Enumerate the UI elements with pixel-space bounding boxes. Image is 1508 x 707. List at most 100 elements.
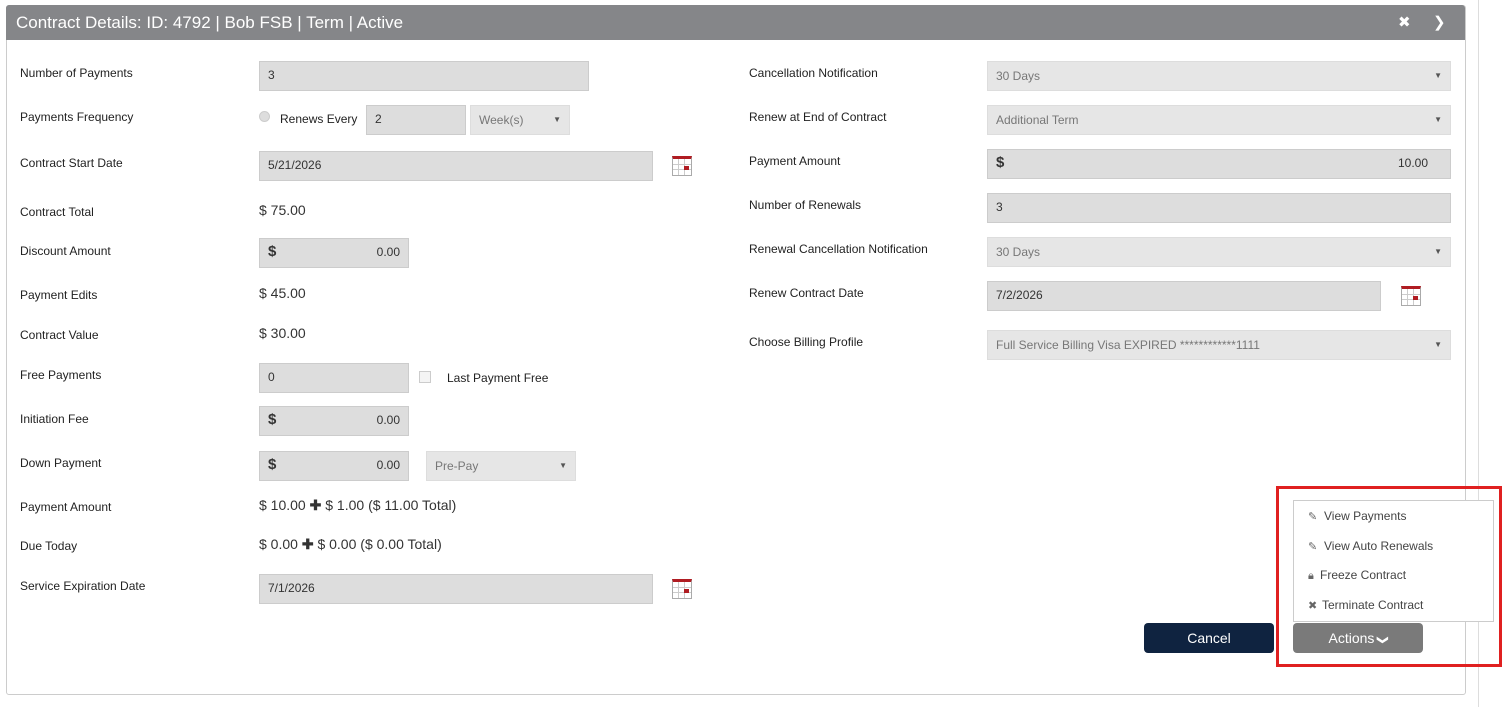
renew-at-end-label: Renew at End of Contract bbox=[749, 110, 887, 124]
caret-down-icon: ▼ bbox=[553, 115, 561, 124]
down-payment-type-select[interactable]: Pre-Pay ▼ bbox=[426, 451, 576, 481]
chevron-down-icon[interactable]: ❯ bbox=[1433, 14, 1446, 31]
payment-amount-total: ($ 11.00 Total) bbox=[368, 497, 457, 513]
plus-icon: ✚ bbox=[309, 497, 322, 513]
frequency-unit-value: Week(s) bbox=[479, 113, 524, 127]
cancellation-notification-select[interactable]: 30 Days ▼ bbox=[987, 61, 1451, 91]
renew-contract-date-label: Renew Contract Date bbox=[749, 286, 864, 300]
caret-down-icon: ▼ bbox=[1434, 340, 1442, 349]
renews-every-label: Renews Every bbox=[280, 112, 358, 126]
calendar-icon[interactable] bbox=[672, 156, 692, 176]
dollar-icon: $ bbox=[996, 154, 1005, 171]
dollar-icon: $ bbox=[268, 411, 277, 428]
payment-amount-summary: $ 10.00 ✚ $ 1.00 ($ 11.00 Total) bbox=[259, 497, 456, 514]
down-payment-type-value: Pre-Pay bbox=[435, 459, 479, 473]
service-expiration-label: Service Expiration Date bbox=[20, 579, 146, 593]
close-icon[interactable]: ✖ bbox=[1398, 14, 1411, 31]
down-payment-input[interactable]: $0.00 bbox=[259, 451, 409, 481]
discount-amount-value: 0.00 bbox=[376, 245, 400, 259]
lock-icon: 🔒︎ bbox=[1308, 570, 1314, 582]
frequency-value-input[interactable]: 2 bbox=[366, 105, 466, 135]
calendar-icon[interactable] bbox=[1401, 286, 1421, 306]
caret-down-icon: ▼ bbox=[559, 461, 567, 470]
menu-item-label: View Auto Renewals bbox=[1324, 539, 1434, 553]
last-payment-free-checkbox[interactable] bbox=[419, 371, 431, 383]
renew-at-end-select[interactable]: Additional Term ▼ bbox=[987, 105, 1451, 135]
service-expiration-input[interactable]: 7/1/2026 bbox=[259, 574, 653, 604]
chevron-down-icon: ❯ bbox=[1376, 635, 1389, 645]
initiation-fee-label: Initiation Fee bbox=[20, 412, 89, 426]
due-today-label: Due Today bbox=[20, 539, 78, 553]
frequency-unit-select[interactable]: Week(s) ▼ bbox=[470, 105, 570, 135]
right-payment-amount-value: 10.00 bbox=[1397, 156, 1428, 170]
menu-item-view-auto-renewals[interactable]: ✎ View Auto Renewals bbox=[1308, 539, 1433, 553]
free-payments-input[interactable]: 0 bbox=[259, 363, 409, 393]
actions-menu: ✎ View Payments ✎ View Auto Renewals 🔒︎ Fre… bbox=[1293, 500, 1494, 622]
contract-value-value: $ 30.00 bbox=[259, 325, 306, 341]
renew-contract-date-input[interactable]: 7/2/2026 bbox=[987, 281, 1381, 311]
down-payment-value: 0.00 bbox=[376, 458, 400, 472]
payments-frequency-label: Payments Frequency bbox=[20, 110, 134, 124]
contract-start-date-input[interactable]: 5/21/2026 bbox=[259, 151, 653, 181]
billing-profile-select[interactable]: Full Service Billing Visa EXPIRED ******… bbox=[987, 330, 1451, 360]
discount-amount-input[interactable]: $0.00 bbox=[259, 238, 409, 268]
caret-down-icon: ▼ bbox=[1434, 71, 1442, 80]
menu-item-freeze-contract[interactable]: 🔒︎ Freeze Contract bbox=[1308, 568, 1406, 583]
cancellation-notification-value: 30 Days bbox=[996, 69, 1041, 83]
contract-start-date-label: Contract Start Date bbox=[20, 156, 123, 170]
payment-edits-label: Payment Edits bbox=[20, 288, 98, 302]
plus-icon: ✚ bbox=[301, 536, 314, 552]
initiation-fee-input[interactable]: $0.00 bbox=[259, 406, 409, 436]
cancel-button[interactable]: Cancel bbox=[1144, 623, 1274, 653]
discount-amount-label: Discount Amount bbox=[20, 244, 111, 258]
renew-at-end-value: Additional Term bbox=[996, 113, 1079, 127]
due-today-total: ($ 0.00 Total) bbox=[360, 536, 442, 552]
number-of-payments-input[interactable]: 3 bbox=[259, 61, 589, 91]
menu-item-view-payments[interactable]: ✎ View Payments bbox=[1308, 509, 1406, 523]
renewal-cancellation-select[interactable]: 30 Days ▼ bbox=[987, 237, 1451, 267]
menu-item-label: Terminate Contract bbox=[1322, 598, 1424, 612]
due-today-summary: $ 0.00 ✚ $ 0.00 ($ 0.00 Total) bbox=[259, 536, 442, 553]
actions-label: Actions bbox=[1328, 630, 1375, 646]
highlight-box bbox=[1276, 486, 1502, 667]
number-of-payments-label: Number of Payments bbox=[20, 66, 133, 80]
renewal-cancellation-value: 30 Days bbox=[996, 245, 1041, 259]
payment-amount-value: $ 10.00 bbox=[259, 497, 306, 513]
caret-down-icon: ▼ bbox=[1434, 247, 1442, 256]
due-today-value: $ 0.00 bbox=[259, 536, 298, 552]
menu-item-terminate-contract[interactable]: ✖ Terminate Contract bbox=[1308, 598, 1423, 612]
number-of-renewals-input[interactable]: 3 bbox=[987, 193, 1451, 223]
edit-icon: ✎ bbox=[1308, 541, 1318, 553]
close-icon: ✖ bbox=[1308, 600, 1318, 612]
calendar-icon[interactable] bbox=[672, 579, 692, 599]
billing-profile-value: Full Service Billing Visa EXPIRED ******… bbox=[996, 338, 1260, 352]
panel-title: Contract Details: ID: 4792 | Bob FSB | T… bbox=[16, 13, 404, 32]
cancellation-notification-label: Cancellation Notification bbox=[749, 66, 878, 80]
billing-profile-label: Choose Billing Profile bbox=[749, 335, 864, 349]
number-of-renewals-label: Number of Renewals bbox=[749, 198, 862, 212]
dollar-icon: $ bbox=[268, 456, 277, 473]
edit-icon: ✎ bbox=[1308, 511, 1318, 523]
menu-item-label: Freeze Contract bbox=[1320, 568, 1407, 582]
scrollbar-divider bbox=[1478, 0, 1479, 707]
payment-edits-value: $ 45.00 bbox=[259, 285, 306, 301]
caret-down-icon: ▼ bbox=[1434, 115, 1442, 124]
panel-header: Contract Details: ID: 4792 | Bob FSB | T… bbox=[6, 5, 1465, 40]
actions-button[interactable]: Actions ❯ bbox=[1293, 623, 1423, 653]
right-payment-amount-input[interactable]: $10.00 bbox=[987, 149, 1451, 179]
down-payment-label: Down Payment bbox=[20, 456, 102, 470]
contract-total-label: Contract Total bbox=[20, 205, 94, 219]
free-payments-label: Free Payments bbox=[20, 368, 102, 382]
last-payment-free-label: Last Payment Free bbox=[447, 371, 549, 385]
right-payment-amount-label: Payment Amount bbox=[749, 154, 841, 168]
renews-every-radio[interactable] bbox=[259, 111, 270, 122]
menu-item-label: View Payments bbox=[1324, 509, 1407, 523]
contract-value-label: Contract Value bbox=[20, 328, 99, 342]
payment-amount-tax: $ 1.00 bbox=[325, 497, 365, 513]
contract-total-value: $ 75.00 bbox=[259, 202, 306, 218]
due-today-tax: $ 0.00 bbox=[317, 536, 357, 552]
dollar-icon: $ bbox=[268, 243, 277, 260]
payment-amount-label: Payment Amount bbox=[20, 500, 112, 514]
initiation-fee-value: 0.00 bbox=[376, 413, 400, 427]
renewal-cancellation-label: Renewal Cancellation Notification bbox=[749, 242, 928, 256]
